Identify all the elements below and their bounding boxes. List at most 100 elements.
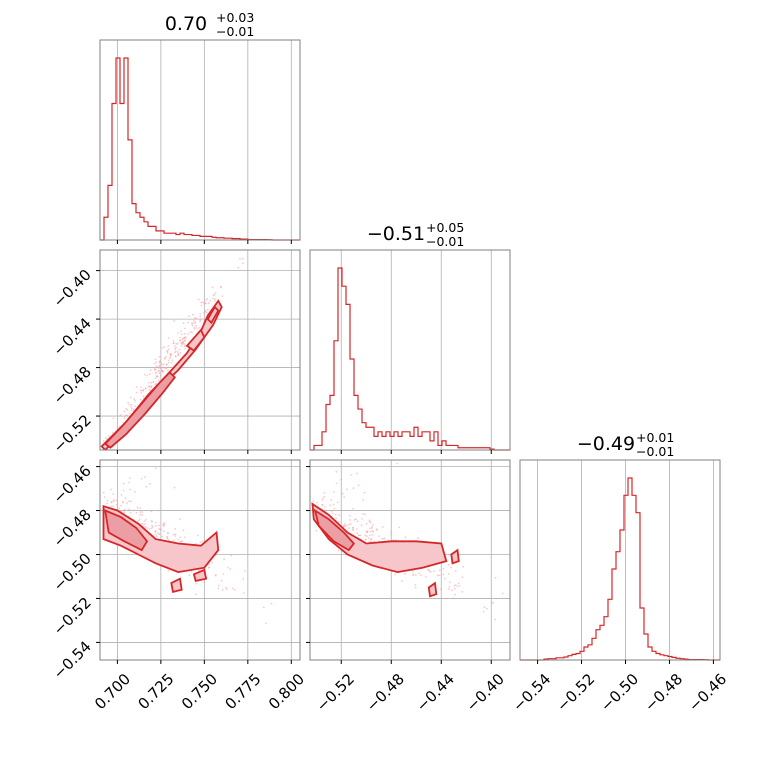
sample-point — [116, 426, 119, 429]
sample-point — [381, 526, 384, 528]
sample-point — [201, 540, 204, 543]
sample-point — [139, 514, 142, 516]
sample-point — [148, 388, 151, 391]
sample-point — [214, 292, 217, 294]
sample-point — [312, 500, 315, 503]
sample-point — [197, 298, 200, 301]
contour-line-island-3 — [170, 577, 183, 594]
sample-point — [323, 506, 326, 508]
sample-point — [128, 500, 131, 503]
sample-point — [335, 517, 337, 519]
sample-point — [160, 362, 163, 365]
sample-point — [126, 502, 128, 504]
sample-point — [341, 492, 344, 495]
sample-point — [323, 495, 326, 498]
sample-point — [155, 361, 158, 363]
sample-point — [417, 536, 419, 539]
contour-line-island-2 — [192, 568, 208, 582]
sample-point — [208, 566, 211, 569]
contour-frame-1-2 — [309, 459, 511, 661]
sample-point — [169, 357, 172, 360]
sample-point — [153, 368, 156, 370]
sample-point — [364, 513, 367, 516]
histogram-2 — [520, 477, 720, 661]
sample-point — [145, 485, 148, 488]
sample-point — [355, 528, 358, 530]
sample-point — [138, 518, 141, 521]
sample-point — [372, 524, 374, 526]
sample-point — [164, 367, 167, 370]
sample-point — [217, 587, 220, 590]
sample-point — [158, 524, 160, 527]
y-tick-label-2-0: −0.54 — [50, 638, 95, 683]
sample-point — [233, 588, 236, 591]
sample-point — [364, 534, 367, 537]
title-value-0: 0.70 — [165, 13, 207, 35]
sample-point — [150, 510, 153, 513]
sample-point — [184, 344, 187, 347]
sample-point — [106, 499, 109, 502]
sample-point — [179, 339, 181, 342]
sample-point — [166, 536, 169, 539]
sample-point — [158, 367, 160, 369]
sample-point — [390, 533, 393, 536]
sample-point — [356, 472, 358, 475]
contour-line-outer-0 — [311, 502, 448, 574]
sample-point — [205, 299, 208, 301]
sample-point — [184, 332, 186, 335]
sample-point — [195, 593, 197, 596]
sample-point — [333, 507, 336, 510]
contour-panel-0-2: 0.700 0.725 0.750 0.775 0.800 −0.54−0.52−0.50… — [50, 459, 308, 713]
y-tick-label-2-4: −0.46 — [50, 462, 95, 507]
sample-point — [205, 311, 208, 314]
sample-point — [149, 482, 151, 485]
sample-point — [157, 509, 160, 512]
sample-point — [195, 317, 198, 320]
sample-point — [209, 299, 212, 302]
sample-point — [182, 529, 185, 532]
sample-point — [494, 618, 497, 621]
sample-point — [447, 417, 449, 419]
sample-point — [352, 507, 354, 510]
sample-point — [206, 308, 209, 311]
sample-point — [183, 343, 186, 345]
histogram-panel-1 — [309, 249, 511, 454]
contour-frame-0-2 — [99, 459, 301, 661]
sample-point — [187, 321, 190, 324]
title-upper-1: +0.05 — [426, 220, 464, 235]
sample-point — [141, 513, 144, 516]
sample-point — [368, 520, 371, 523]
sample-point — [350, 474, 353, 476]
sample-point — [175, 342, 178, 345]
sample-point — [174, 355, 177, 358]
sample-point — [398, 526, 401, 529]
sample-point — [157, 370, 160, 373]
sample-point — [139, 389, 142, 392]
sample-point — [433, 570, 435, 573]
sample-point — [178, 348, 181, 351]
y-tick-label-1-1: −0.48 — [50, 363, 95, 408]
sample-point — [202, 312, 205, 314]
sample-point — [332, 503, 335, 506]
sample-point — [167, 348, 170, 351]
sample-point — [123, 511, 126, 514]
sample-point — [343, 496, 345, 498]
sample-point — [451, 589, 453, 592]
sample-point — [163, 357, 166, 359]
sample-point — [181, 341, 184, 344]
sample-point — [130, 403, 133, 406]
sample-point — [207, 302, 210, 305]
contour-line-inner-1 — [103, 371, 177, 449]
sample-point — [167, 366, 170, 369]
sample-point — [172, 342, 175, 345]
sample-point — [242, 592, 245, 594]
x-tick-label-2-2: −0.50 — [597, 670, 642, 715]
sample-point — [146, 527, 149, 529]
sample-point — [144, 387, 147, 390]
sample-point — [122, 489, 125, 492]
sample-point — [125, 407, 127, 410]
sample-point — [110, 488, 112, 491]
sample-point — [442, 567, 445, 570]
x-tick-label-0-0: 0.700 — [91, 670, 134, 713]
contour-fill-inner-1 — [105, 372, 175, 448]
